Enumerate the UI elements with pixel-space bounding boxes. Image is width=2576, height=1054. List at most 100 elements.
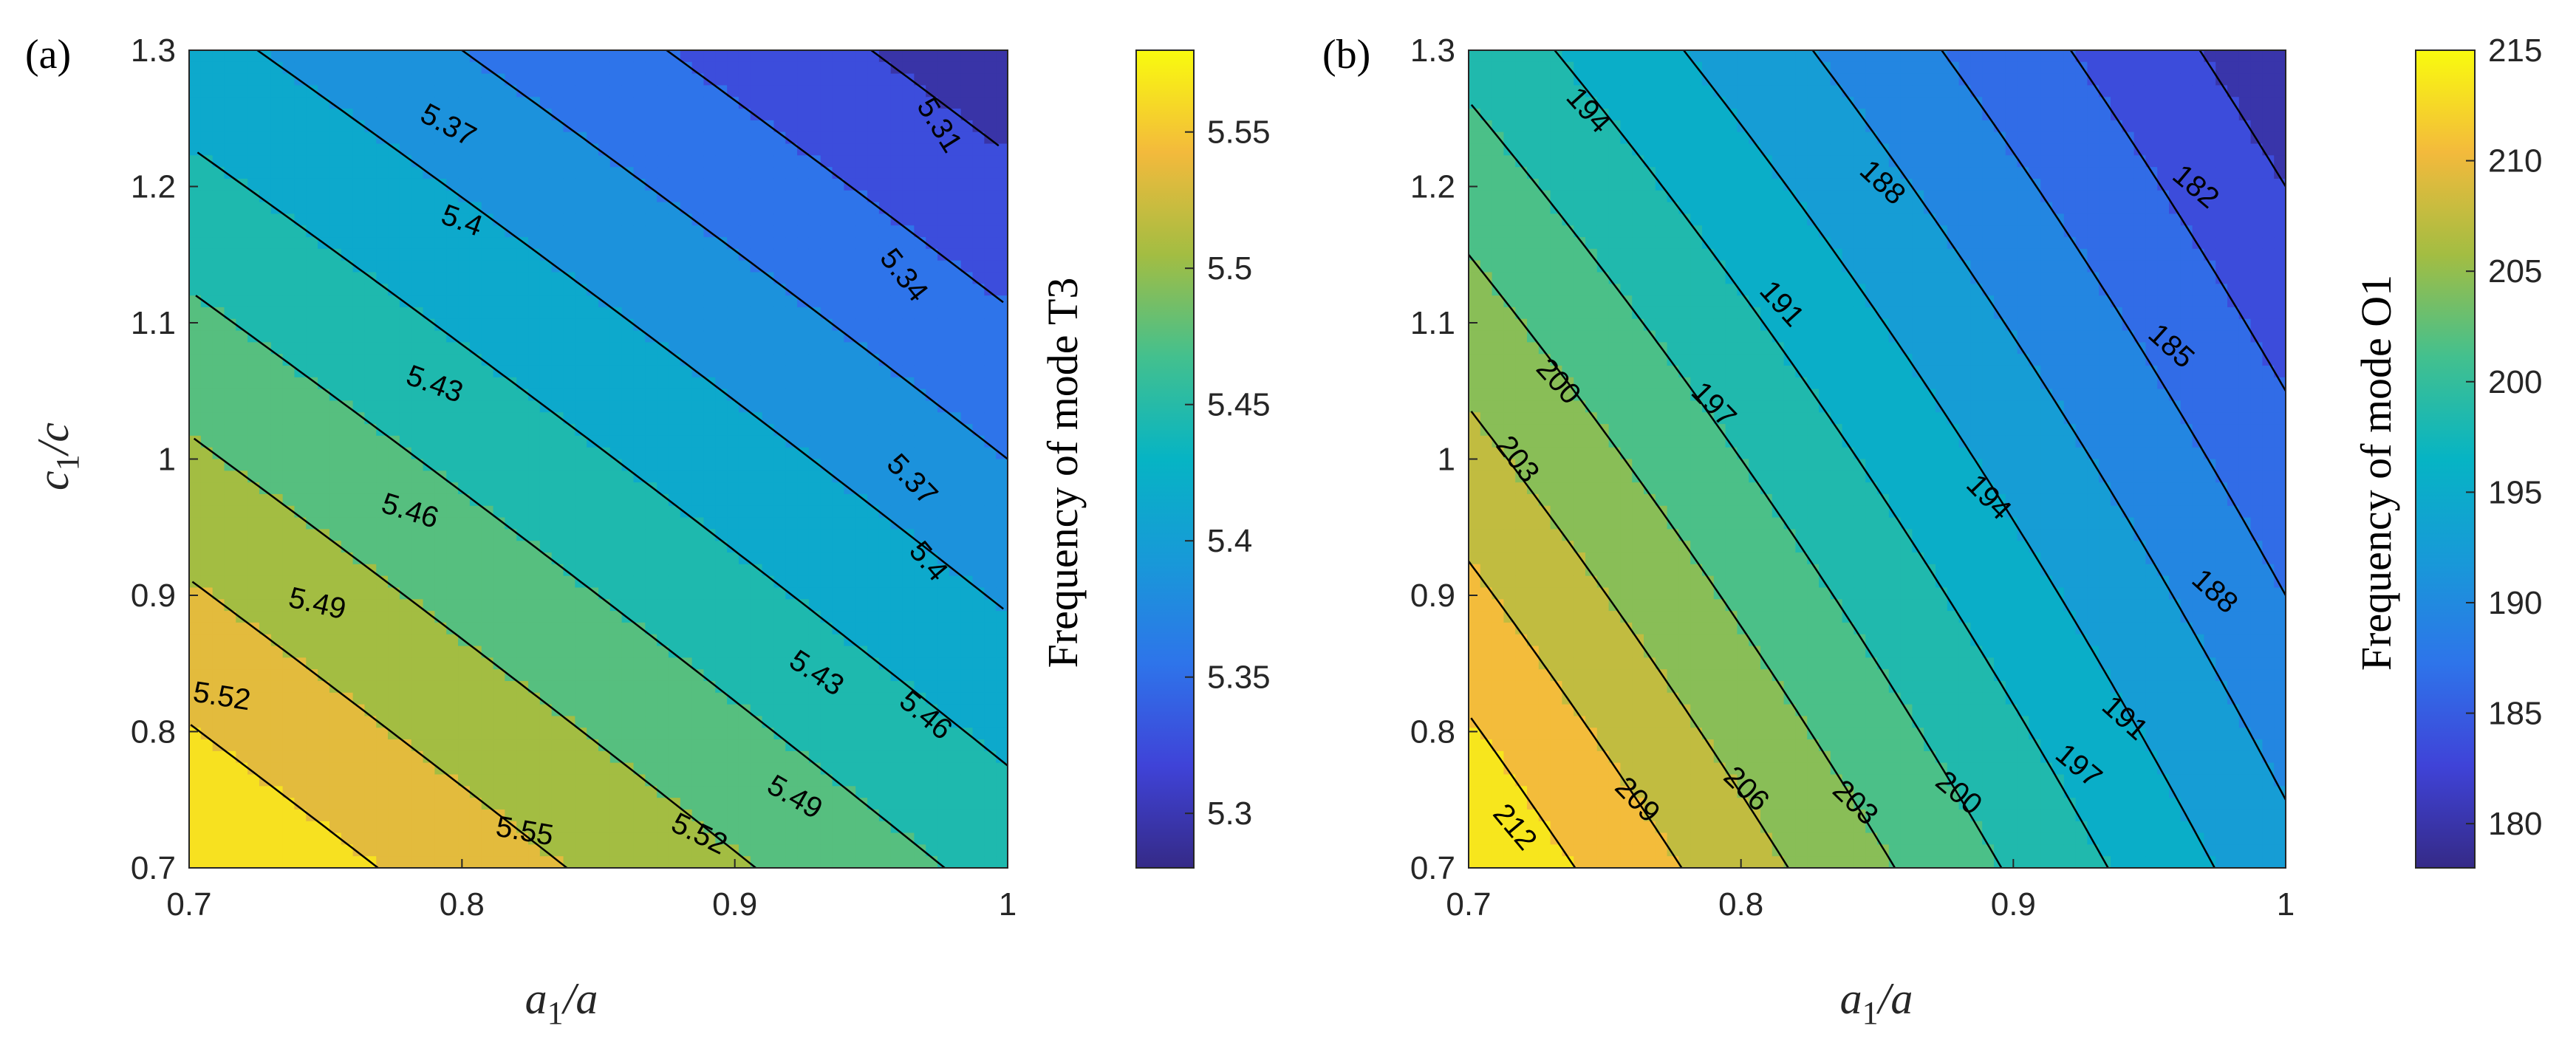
contour-cell [949, 821, 962, 834]
contour-cell [937, 552, 950, 565]
contour-cell [551, 225, 564, 238]
contour-cell [341, 225, 354, 238]
contour-cell [984, 61, 997, 75]
contour-cell [341, 575, 354, 589]
contour-cell [469, 284, 482, 296]
contour-cell [306, 295, 318, 308]
contour-cell [914, 295, 926, 308]
contour-cell [516, 50, 529, 63]
contour-cell [399, 307, 412, 320]
contour-cell [434, 284, 448, 296]
contour-cell [493, 704, 506, 717]
contour-cell [855, 798, 868, 810]
contour-cell [609, 73, 623, 86]
contour-cell [832, 237, 845, 250]
contour-cell [972, 739, 985, 752]
contour-cell [224, 587, 237, 600]
contour-cell [399, 809, 412, 822]
contour-cell [551, 248, 564, 261]
contour-cell [914, 505, 926, 519]
contour-cell [984, 564, 997, 577]
contour-cell [621, 97, 635, 109]
contour-cell [551, 587, 564, 600]
contour-cell [212, 774, 225, 787]
contour-cell [318, 798, 330, 810]
contour-cell [236, 634, 248, 647]
contour-cell [773, 307, 787, 320]
contour-cell [481, 213, 494, 227]
contour-cell [516, 459, 529, 472]
contour-cell [832, 97, 845, 109]
contour-cell [832, 517, 845, 530]
contour-cell [294, 109, 307, 121]
contour-cell [832, 330, 845, 343]
contour-cell [691, 412, 705, 425]
contour-cell [890, 85, 903, 98]
contour-cell [621, 307, 635, 320]
contour-cell [259, 318, 272, 332]
contour-cell [680, 459, 693, 472]
y-axis-label-a: c1/c [29, 422, 86, 490]
contour-cell [937, 109, 950, 121]
contour-cell [949, 575, 962, 589]
contour-cell [493, 155, 506, 168]
contour-cell [808, 529, 821, 541]
contour-cell [680, 541, 693, 553]
contour-cell [189, 447, 202, 460]
contour-cell [458, 669, 471, 682]
contour-cell [399, 493, 412, 507]
contour-cell [539, 798, 553, 810]
contour-cell [224, 167, 237, 179]
contour-cell [294, 762, 307, 776]
contour-cell [528, 435, 541, 448]
contour-cell [411, 260, 424, 273]
contour-cell [434, 856, 448, 869]
contour-cell [820, 73, 833, 86]
contour-cell [738, 272, 751, 285]
contour-cell [318, 272, 330, 285]
contour-cell [762, 611, 775, 623]
contour-cell [972, 646, 985, 659]
contour-cell [633, 131, 646, 145]
contour-cell [832, 622, 845, 635]
contour-cell [773, 798, 787, 810]
contour-cell [270, 213, 284, 227]
contour-cell [960, 750, 974, 764]
contour-cell [738, 131, 751, 145]
contour-cell [469, 541, 482, 553]
contour-cell [1469, 248, 1481, 261]
contour-cell [960, 225, 974, 238]
contour-cell [224, 424, 237, 437]
contour-cell [621, 213, 635, 227]
contour-cell [563, 786, 576, 798]
contour-cell [236, 435, 248, 448]
contour-cell [563, 541, 576, 553]
contour-cell [224, 611, 237, 623]
contour-cell [773, 622, 787, 635]
contour-cell [715, 692, 728, 705]
contour-cell [902, 155, 915, 168]
contour-cell [598, 377, 611, 390]
contour-cell [878, 575, 892, 589]
contour-cell [855, 809, 868, 822]
contour-cell [902, 798, 915, 810]
contour-cell [236, 318, 248, 332]
contour-cell [680, 435, 693, 448]
contour-cell [984, 284, 997, 296]
contour-cell [587, 237, 599, 250]
contour-cell [914, 330, 926, 343]
contour-cell [247, 295, 260, 308]
contour-cell [926, 716, 938, 729]
contour-cell [621, 342, 635, 355]
contour-cell [341, 505, 354, 519]
contour-cell [960, 692, 974, 705]
contour-cell [318, 587, 330, 600]
contour-cell [738, 248, 751, 261]
contour-cell [609, 202, 623, 215]
contour-cell [575, 680, 587, 694]
contour-cell [727, 143, 739, 157]
contour-cell [878, 272, 892, 285]
contour-cell [657, 307, 669, 320]
contour-cell [563, 575, 576, 589]
